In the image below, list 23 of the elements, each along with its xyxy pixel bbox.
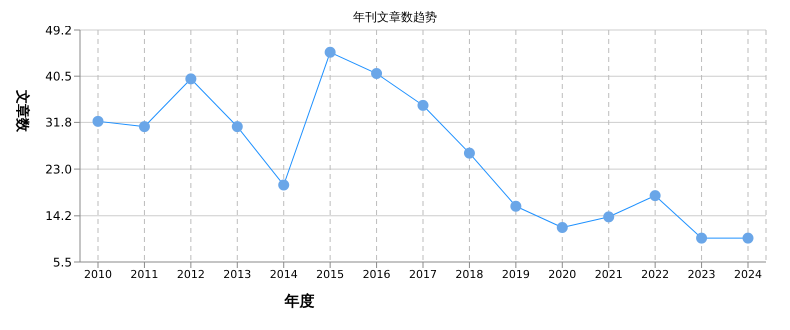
x-tick-label: 2010 bbox=[84, 268, 112, 281]
y-tick-label: 31.8 bbox=[45, 116, 72, 130]
y-tick-label: 23.0 bbox=[45, 162, 72, 176]
x-tick-label: 2021 bbox=[594, 268, 623, 281]
x-tick-label: 2012 bbox=[176, 268, 205, 281]
x-tick-label: 2013 bbox=[223, 268, 252, 281]
x-tick-label: 2024 bbox=[734, 268, 762, 281]
x-tick-label: 2017 bbox=[409, 268, 437, 281]
x-tick-label: 2019 bbox=[502, 268, 530, 281]
x-tick-label: 2014 bbox=[270, 268, 298, 281]
x-tick-label: 2016 bbox=[362, 268, 391, 281]
x-tick-label: 2022 bbox=[641, 268, 670, 281]
x-tick-label: 2020 bbox=[548, 268, 576, 281]
x-tick-label: 2015 bbox=[316, 268, 344, 281]
chart-title: 年刊文章数趋势 bbox=[353, 10, 437, 24]
x-axis-title: 年度 bbox=[284, 292, 315, 310]
y-axis-title: 文章数 bbox=[14, 89, 31, 134]
y-tick-label: 40.5 bbox=[45, 69, 72, 84]
y-tick-label: 5.5 bbox=[52, 255, 72, 270]
x-tick-label: 2011 bbox=[130, 268, 158, 281]
x-tick-label: 2023 bbox=[688, 268, 716, 281]
y-tick-label: 14.2 bbox=[45, 209, 72, 224]
x-tick-label: 2018 bbox=[455, 268, 484, 281]
